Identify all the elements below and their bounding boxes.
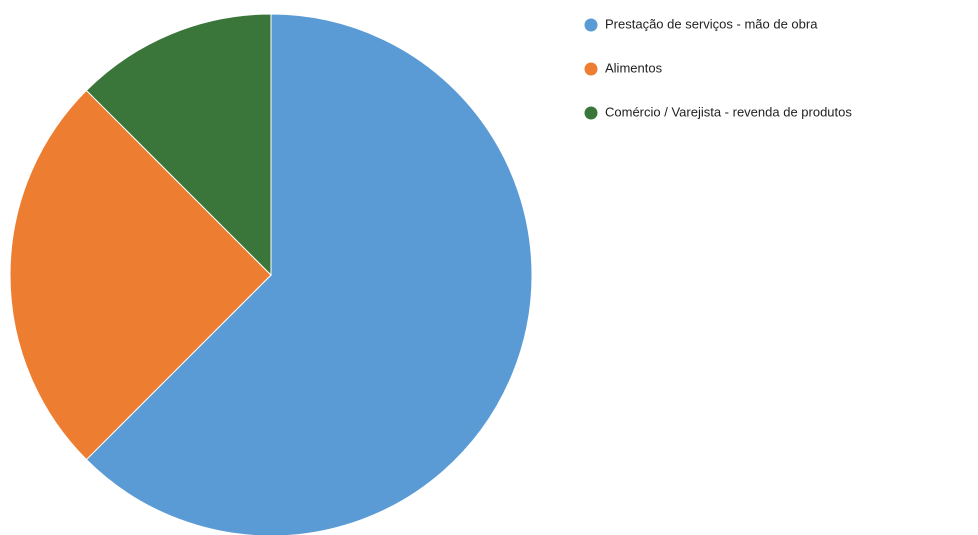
pie-slice — [85, 13, 272, 277]
legend-marker — [584, 106, 598, 120]
legend-label: Comércio / Varejista - revenda de produt… — [605, 104, 852, 119]
legend-label: Alimentos — [605, 60, 663, 75]
pie-slice — [85, 13, 533, 535]
pie-slice — [9, 89, 272, 461]
legend-marker — [584, 18, 598, 32]
legend-label: Prestação de serviços - mão de obra — [605, 16, 818, 31]
legend-marker — [584, 62, 598, 76]
